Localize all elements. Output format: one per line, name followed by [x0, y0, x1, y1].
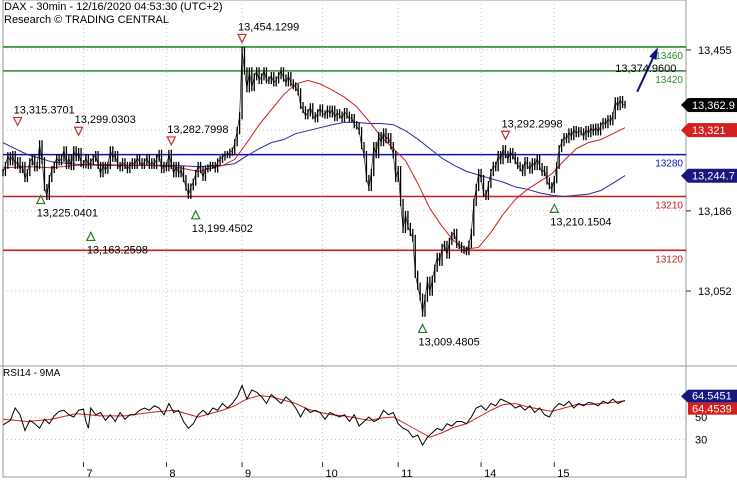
day-label: 8 — [169, 468, 175, 480]
day-label: 10 — [326, 468, 338, 480]
price-series — [2, 46, 626, 317]
trough-marker — [35, 194, 46, 205]
day-label: 9 — [245, 468, 251, 480]
peak-marker — [237, 33, 248, 44]
price-axis: 13,05213,18613,32113,45513,32113,362.913… — [681, 45, 737, 298]
level-label: 13420 — [655, 75, 683, 86]
rsi-ma-label: 64.4539 — [692, 404, 732, 416]
rsi-level-label: 50 — [695, 412, 707, 424]
slow-ma-value-tag-label: 13,244.7 — [692, 171, 735, 183]
price-tick-label: 13,455 — [698, 45, 732, 57]
last-price-tag-pointer — [681, 98, 688, 113]
peak-label: 13,282.7998 — [167, 124, 228, 136]
price-tick-label: 13,186 — [698, 206, 732, 218]
target-label: 13,374.9600 — [615, 63, 676, 75]
peak-marker — [500, 130, 511, 141]
price-line — [2, 50, 626, 314]
trough-label: 13,009.4805 — [419, 336, 480, 348]
level-label: 13120 — [655, 254, 683, 265]
peak-marker — [73, 126, 84, 137]
level-label: 13460 — [655, 51, 683, 62]
peak-label: 13,454.1299 — [238, 21, 299, 33]
rsi-value-tag — [688, 389, 737, 403]
chart-title: DAX - 30min - 12/16/2020 04:53:30 (UTC+2… — [4, 1, 223, 13]
rsi-ma-line — [2, 395, 626, 438]
trough-marker — [417, 323, 428, 334]
trough-label: 13,210.1504 — [550, 216, 611, 228]
price-tick-label: 13,052 — [698, 286, 732, 298]
slow-ma-value-tag-pointer — [681, 168, 688, 183]
last-price-tag-label: 13,362.9 — [692, 100, 735, 112]
trough-label: 13,163.2598 — [87, 244, 148, 256]
peak-marker — [166, 136, 177, 147]
rsi-value-label: 64.5451 — [692, 391, 732, 403]
day-label: 14 — [484, 468, 496, 480]
peak-marker — [12, 116, 23, 127]
peak-label: 13,315.3701 — [14, 104, 75, 116]
time-axis: 7 8 9 10 11 14 15 — [82, 462, 570, 480]
fast-ma-value-tag — [688, 123, 737, 138]
day-label: 7 — [86, 468, 92, 480]
peak-label: 13,299.0303 — [75, 114, 136, 126]
slow-ma-value-tag — [688, 168, 737, 183]
last-price-tag — [688, 98, 737, 113]
support-resistance-levels: 13460 13420 13280 13210 13120 — [3, 46, 686, 265]
research-credit: Research © TRADING CENTRAL — [4, 14, 169, 26]
day-label: 15 — [557, 468, 569, 480]
level-label: 13280 — [655, 159, 683, 170]
fast-ma-value-tag-pointer — [681, 123, 688, 138]
trough-label: 13,199.4502 — [192, 223, 253, 235]
day-label: 11 — [401, 468, 412, 480]
fast-ma-value-tag-label: 13,321 — [692, 125, 726, 137]
projection-arrowhead — [649, 47, 658, 60]
trough-label: 13,225.0401 — [37, 207, 98, 219]
trough-marker — [85, 231, 96, 242]
rsi-value-tag-pointer — [681, 389, 688, 403]
trough-marker — [190, 209, 201, 220]
rsi-ma-tag — [688, 402, 737, 415]
level-label: 13210 — [655, 200, 683, 211]
rsi-level-label: 30 — [695, 435, 707, 447]
rsi-title: RSI14 - 9MA — [3, 368, 61, 379]
trough-marker — [549, 203, 560, 214]
rsi-line — [2, 384, 626, 447]
peak-label: 13,292.2998 — [501, 118, 562, 130]
